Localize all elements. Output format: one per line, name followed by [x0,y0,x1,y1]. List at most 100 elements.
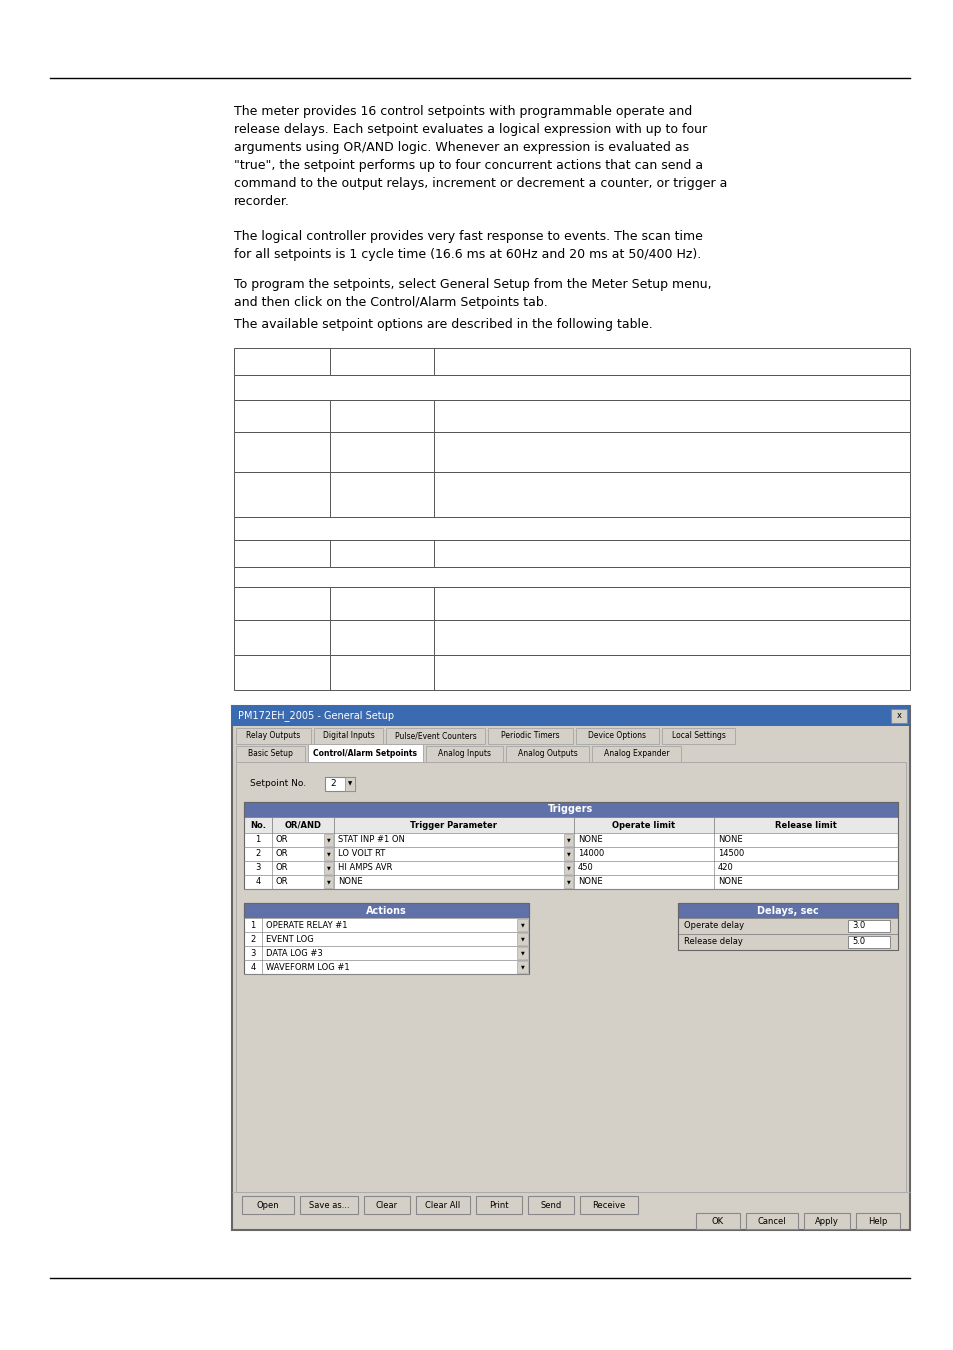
Bar [242,1196,294,1214]
Text: ▼: ▼ [326,879,330,884]
Bar [244,846,897,861]
Text: OR: OR [275,836,288,845]
Bar [488,728,573,744]
Text: NONE: NONE [578,836,602,845]
Text: 4: 4 [250,963,255,972]
Bar [233,348,909,375]
Text: Save as...: Save as... [309,1200,349,1210]
Text: Basic Setup: Basic Setup [248,748,293,757]
Bar [235,747,305,761]
Bar [232,706,909,726]
Bar [244,817,897,833]
Bar [233,567,909,587]
Bar [592,747,680,761]
Bar [563,863,573,873]
Bar [661,728,734,744]
Text: 3: 3 [250,949,255,957]
Text: Cancel: Cancel [757,1216,785,1226]
Text: Digital Inputs: Digital Inputs [322,732,374,741]
Bar [517,919,527,931]
Bar [233,587,909,620]
Bar [386,728,484,744]
Bar [233,655,909,690]
Text: Open: Open [256,1200,279,1210]
Bar [244,875,897,890]
Text: 4: 4 [255,878,260,887]
Text: No.: No. [250,821,266,829]
Bar [244,802,897,890]
Bar [244,918,529,932]
Bar [233,517,909,540]
Text: Release delay: Release delay [683,937,742,946]
Text: Help: Help [867,1216,886,1226]
Bar [308,744,422,761]
Text: ▼: ▼ [566,879,570,884]
Text: Analog Expander: Analog Expander [603,748,669,757]
Bar [233,432,909,472]
Bar [745,1214,797,1228]
Bar [244,802,897,817]
Bar [233,375,909,400]
Text: 450: 450 [578,864,593,872]
Text: NONE: NONE [337,878,362,887]
Bar [233,400,909,432]
Bar [364,1196,410,1214]
Text: HI AMPS AVR: HI AMPS AVR [337,864,392,872]
Bar [803,1214,849,1228]
Text: DATA LOG #3: DATA LOG #3 [266,949,322,957]
Text: ▼: ▼ [520,950,524,956]
Bar [678,918,897,934]
Bar [325,778,355,791]
Text: OR: OR [275,849,288,859]
Text: ▼: ▼ [348,782,352,787]
Text: 2: 2 [330,779,335,788]
Text: OR/AND: OR/AND [284,821,321,829]
Text: OR: OR [275,864,288,872]
Text: EVENT LOG: EVENT LOG [266,934,314,944]
Bar [232,706,909,1230]
Text: Operate delay: Operate delay [683,922,743,930]
Text: 3.0: 3.0 [851,922,864,930]
Bar [576,728,659,744]
Bar [855,1214,899,1228]
Bar [517,961,527,973]
Bar [579,1196,638,1214]
Text: The meter provides 16 control setpoints with programmable operate and
release de: The meter provides 16 control setpoints … [233,105,726,208]
Text: 2: 2 [250,934,255,944]
Bar [517,933,527,945]
Bar [517,946,527,958]
Text: ▼: ▼ [520,937,524,941]
Text: Actions: Actions [366,906,406,915]
Text: ▼: ▼ [326,837,330,842]
Bar [324,863,333,873]
Bar [847,936,889,948]
Text: 14000: 14000 [578,849,603,859]
Text: OR: OR [275,878,288,887]
Text: Release limit: Release limit [774,821,836,829]
Text: ▼: ▼ [520,922,524,927]
Bar [505,747,588,761]
Bar [233,472,909,517]
Text: NONE: NONE [718,836,741,845]
Bar [563,834,573,846]
Text: WAVEFORM LOG #1: WAVEFORM LOG #1 [266,963,349,972]
Text: Device Options: Device Options [588,732,646,741]
Text: Control/Alarm Setpoints: Control/Alarm Setpoints [314,748,417,757]
Bar [235,761,905,1192]
Text: The available setpoint options are described in the following table.: The available setpoint options are descr… [233,319,652,331]
Text: 2: 2 [255,849,260,859]
Bar [324,848,333,860]
Bar [244,946,529,960]
Bar [314,728,382,744]
Text: Delays, sec: Delays, sec [757,906,818,915]
Bar [426,747,502,761]
Text: Clear: Clear [375,1200,397,1210]
Bar [244,931,529,946]
Text: Analog Inputs: Analog Inputs [437,748,491,757]
Text: Apply: Apply [814,1216,838,1226]
Text: Analog Outputs: Analog Outputs [517,748,577,757]
Text: To program the setpoints, select General Setup from the Meter Setup menu,
and th: To program the setpoints, select General… [233,278,711,309]
Bar [890,709,906,724]
Text: Pulse/Event Counters: Pulse/Event Counters [395,732,476,741]
Text: Clear All: Clear All [425,1200,460,1210]
